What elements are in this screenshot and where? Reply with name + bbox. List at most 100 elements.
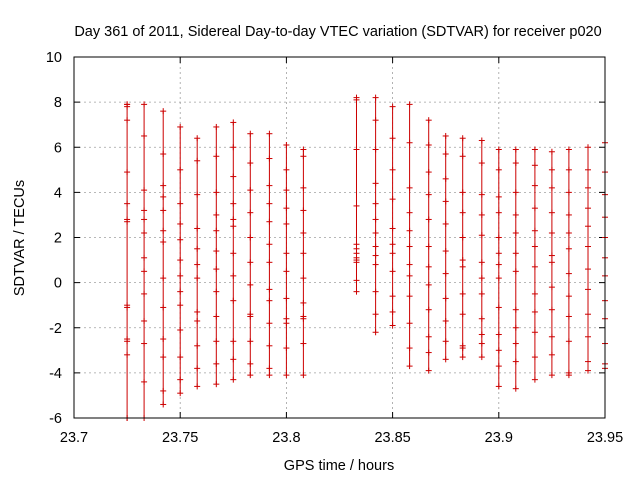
data-point — [177, 354, 184, 361]
data-point — [531, 376, 538, 383]
data-point — [585, 144, 592, 151]
data-point — [512, 268, 519, 275]
data-point — [247, 187, 254, 194]
data-point — [372, 94, 379, 101]
data-point — [478, 315, 485, 322]
data-point — [283, 187, 290, 194]
data-point — [300, 146, 307, 153]
y-tick-label: 2 — [54, 231, 62, 247]
data-point — [585, 311, 592, 318]
data-point — [160, 275, 167, 282]
data-point — [283, 345, 290, 352]
data-point — [512, 146, 519, 153]
data-point — [300, 315, 307, 322]
data-point — [213, 153, 220, 160]
data-point — [406, 184, 413, 191]
x-tick-label: 23.85 — [374, 430, 410, 446]
data-point — [425, 117, 432, 124]
data-point — [353, 202, 360, 209]
data-point — [194, 245, 201, 252]
data-point — [141, 254, 148, 261]
data-point — [442, 295, 449, 302]
data-point — [283, 320, 290, 327]
data-point — [141, 101, 148, 108]
data-point — [406, 139, 413, 146]
data-point — [266, 155, 273, 162]
data-point — [565, 372, 572, 379]
data-point — [565, 338, 572, 345]
data-point — [425, 281, 432, 288]
data-point — [425, 333, 432, 340]
data-point — [512, 306, 519, 313]
data-point — [194, 135, 201, 142]
data-point — [495, 146, 502, 153]
data-point — [372, 252, 379, 259]
data-point — [425, 243, 432, 250]
data-point — [531, 243, 538, 250]
data-point — [213, 123, 220, 130]
data-point — [389, 293, 396, 300]
data-point — [300, 250, 307, 257]
data-point — [406, 320, 413, 327]
data-point — [230, 223, 237, 230]
data-point — [459, 257, 466, 264]
x-axis-label: GPS time / hours — [284, 458, 394, 474]
data-point — [160, 151, 167, 158]
data-point — [585, 333, 592, 340]
data-point — [141, 229, 148, 236]
data-point — [495, 347, 502, 354]
data-point — [266, 182, 273, 189]
data-point — [194, 275, 201, 282]
data-point — [495, 234, 502, 241]
data-point — [247, 360, 254, 367]
data-point — [353, 146, 360, 153]
data-point — [213, 227, 220, 234]
data-point — [565, 293, 572, 300]
data-point — [213, 248, 220, 255]
data-point — [478, 211, 485, 218]
data-point — [459, 311, 466, 318]
data-point — [442, 175, 449, 182]
data-point — [283, 268, 290, 275]
data-point — [213, 381, 220, 388]
data-point — [177, 200, 184, 207]
data-point — [141, 340, 148, 347]
data-point — [160, 227, 167, 234]
data-point — [177, 123, 184, 130]
data-point — [247, 160, 254, 167]
data-point — [478, 232, 485, 239]
data-point — [495, 166, 502, 173]
data-point — [406, 243, 413, 250]
data-point — [230, 376, 237, 383]
data-point — [247, 313, 254, 320]
data-point — [389, 225, 396, 232]
data-point — [512, 358, 519, 365]
data-point — [266, 365, 273, 372]
data-point — [247, 281, 254, 288]
data-point — [389, 103, 396, 110]
data-point — [548, 372, 555, 379]
data-point — [300, 207, 307, 214]
data-point — [425, 141, 432, 148]
data-point — [548, 229, 555, 236]
data-point — [247, 130, 254, 137]
data-point — [425, 263, 432, 270]
data-point — [548, 184, 555, 191]
data-point — [531, 205, 538, 212]
data-point — [478, 191, 485, 198]
data-point — [531, 290, 538, 297]
data-point — [372, 146, 379, 153]
data-point — [389, 322, 396, 329]
data-point — [531, 354, 538, 361]
data-point — [266, 200, 273, 207]
y-tick-label: 0 — [54, 276, 62, 292]
data-point — [459, 263, 466, 270]
data-point — [406, 345, 413, 352]
data-point — [406, 272, 413, 279]
data-point — [459, 345, 466, 352]
data-point — [266, 218, 273, 225]
data-point — [442, 338, 449, 345]
data-point — [531, 308, 538, 315]
data-point — [512, 340, 519, 347]
data-point — [425, 306, 432, 313]
